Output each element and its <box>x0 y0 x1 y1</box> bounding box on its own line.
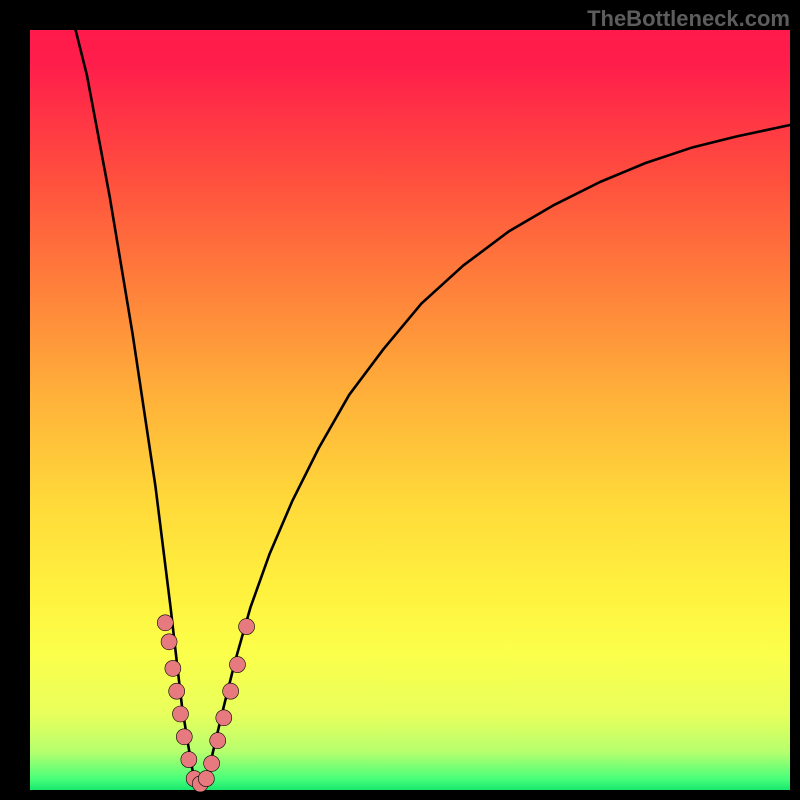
chart-container: TheBottleneck.com <box>0 0 800 800</box>
data-point <box>216 710 232 726</box>
data-point <box>176 729 192 745</box>
watermark-text: TheBottleneck.com <box>587 6 790 32</box>
data-point <box>223 683 239 699</box>
data-point <box>204 755 220 771</box>
data-point <box>239 619 255 635</box>
bottleneck-curve <box>76 30 790 786</box>
data-point <box>210 733 226 749</box>
data-point <box>172 706 188 722</box>
curve-layer <box>30 30 790 790</box>
data-point <box>169 683 185 699</box>
plot-area <box>30 30 790 790</box>
data-point <box>161 634 177 650</box>
data-point <box>181 752 197 768</box>
data-point <box>165 660 181 676</box>
data-point <box>229 657 245 673</box>
data-point <box>157 615 173 631</box>
data-point <box>198 771 214 787</box>
